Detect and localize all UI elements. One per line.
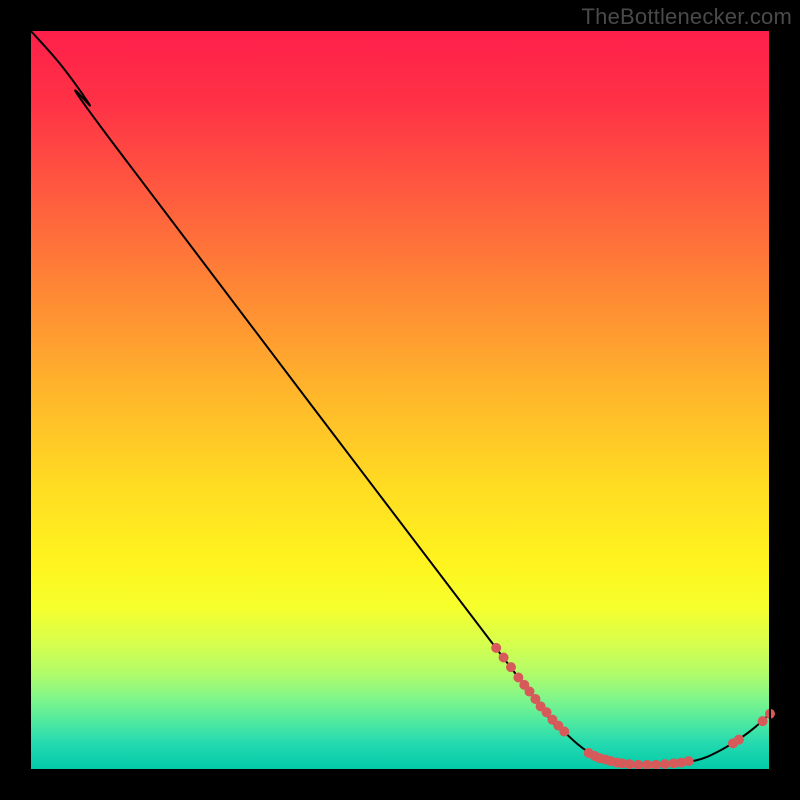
data-marker [499,653,509,663]
data-marker [660,759,670,769]
data-marker [506,662,516,672]
plot-background [30,30,770,770]
data-marker [633,760,643,770]
data-marker [624,759,634,769]
watermark-label: TheBottlenecker.com [582,4,792,30]
data-marker [684,756,694,766]
data-marker [491,643,501,653]
data-marker [651,760,661,770]
data-marker [642,760,652,770]
data-marker [734,735,744,745]
data-marker [758,716,768,726]
data-marker [559,727,569,737]
chart-svg [0,0,800,800]
chart-frame: TheBottlenecker.com [0,0,800,800]
